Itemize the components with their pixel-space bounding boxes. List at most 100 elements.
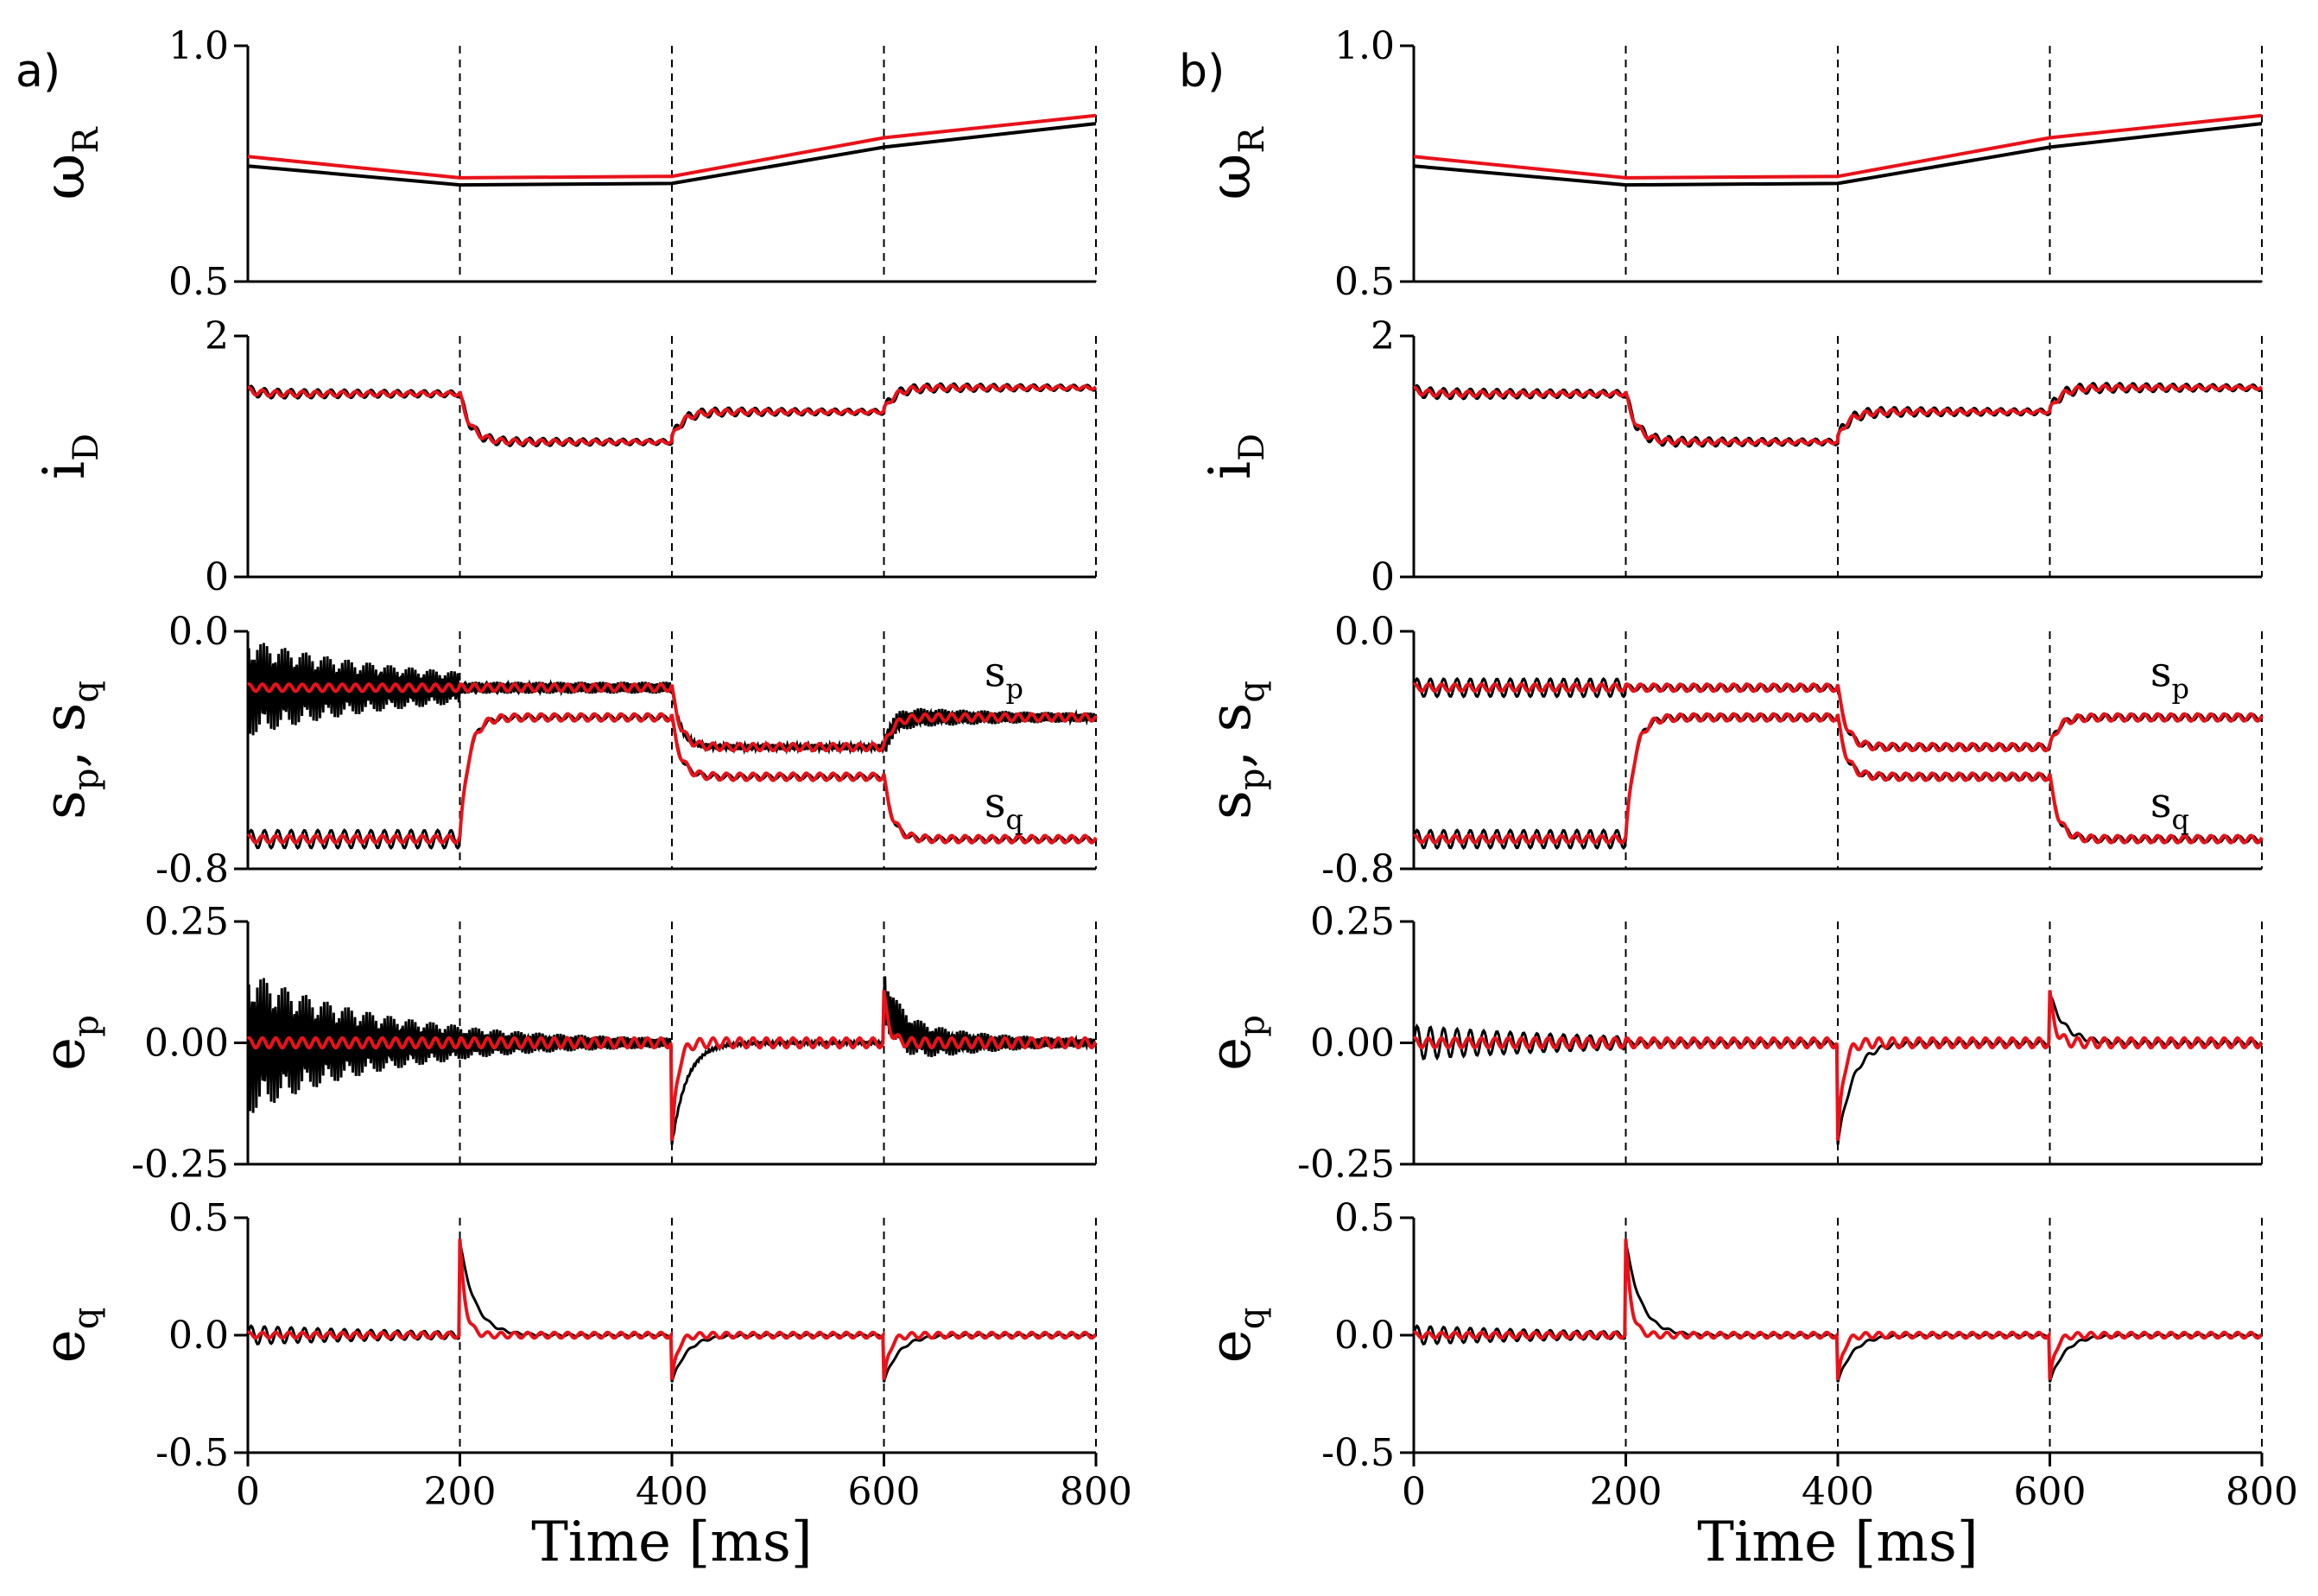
y-tick-label: 0.0: [168, 1314, 229, 1358]
annotation-q: sq: [985, 779, 1023, 836]
y-axis-label-sub: q: [66, 1308, 106, 1330]
y-axis-label: iD: [31, 434, 106, 479]
annotation-p: sp: [2150, 649, 2189, 706]
x-tick-label: 200: [424, 1470, 497, 1514]
y-axis-label-sub: D: [66, 434, 106, 461]
x-tick-label: 0: [1402, 1470, 1426, 1514]
y-axis-label-main: i: [1197, 461, 1264, 479]
y-axis-label-sub: p: [66, 1015, 106, 1037]
y-tick-label: 0.0: [168, 610, 229, 654]
y-axis-label-sub: R: [1232, 126, 1272, 154]
y-tick-label: 0.25: [1310, 900, 1395, 944]
series-line-black: [246, 976, 1098, 1145]
x-tick-label: 800: [1060, 1470, 1132, 1514]
subplot-1: 0.5 1.0 ωR: [1197, 24, 2263, 304]
y-tick-label: 0.0: [1334, 610, 1395, 654]
annotation-q-main: s: [985, 779, 1006, 827]
x-tick-label: 800: [2226, 1470, 2298, 1514]
y-tick-label: -0.5: [1321, 1431, 1395, 1475]
y-tick-label: -0.8: [1321, 847, 1395, 891]
y-axis-label-main: s: [31, 790, 98, 820]
subplot-4: -0.25 0.00 0.25 ep: [1197, 900, 2264, 1187]
series-line-black: [1413, 122, 2263, 187]
series-line-red: [247, 113, 1097, 180]
y-tick-label: 1.0: [168, 24, 229, 68]
annotation-q-sub: q: [1006, 803, 1023, 836]
annotation-p: sp: [985, 649, 1023, 706]
y-axis-label: ep: [31, 1015, 106, 1071]
y-tick-label: 0.25: [144, 900, 229, 944]
annotation-q: sq: [2150, 779, 2189, 836]
y-axis-label-main: i: [31, 461, 98, 479]
x-tick-label: 200: [1590, 1470, 1662, 1514]
y-tick-label: 0.00: [1310, 1022, 1395, 1066]
x-tick-label: 400: [1802, 1470, 1874, 1514]
series-line-red: [1413, 113, 2263, 180]
annotation-p-sub: p: [2172, 673, 2189, 706]
y-axis-label-sub: p: [66, 768, 106, 790]
subplot-1: 0.5 1.0 ωR: [31, 24, 1097, 304]
y-tick-label: 0.5: [168, 1196, 229, 1240]
y-tick-label: -0.8: [155, 847, 229, 891]
y-tick-label: 0.0: [1334, 1314, 1395, 1358]
series-line-black: [247, 122, 1097, 187]
y-axis-label-main: ω: [1197, 154, 1264, 200]
x-tick-label: 600: [848, 1470, 921, 1514]
series-line-s_p-red: [247, 682, 1098, 753]
annotation-p-main: s: [2150, 649, 2172, 697]
y-axis-label-main-2: , s: [1197, 703, 1264, 769]
subplot-2: 0 2 iD: [1197, 314, 2264, 599]
y-axis-label-sub: q: [1232, 1308, 1272, 1330]
subplot-5: -0.5 0.0 0.5 eq 0 200 400 600 800 Time [ms]: [31, 1196, 1132, 1574]
y-axis-label-main: s: [1197, 790, 1264, 820]
subplot-4: -0.25 0.00 0.25 ep: [31, 900, 1098, 1187]
x-axis-label: Time [ms]: [531, 1510, 813, 1574]
y-axis-label-main: ω: [31, 154, 98, 200]
subplot-5: -0.5 0.0 0.5 eq 0 200 400 600 800 Time [ms]: [1197, 1196, 2298, 1574]
y-axis-label: eq: [31, 1308, 106, 1364]
y-axis-label-sub: R: [66, 126, 106, 154]
y-tick-label: -0.25: [1297, 1143, 1395, 1187]
y-tick-label: 0: [1371, 555, 1395, 599]
y-tick-label: 1.0: [1334, 24, 1395, 68]
series-line-red: [247, 1238, 1097, 1380]
series-line-s_q-red: [246, 712, 1098, 845]
y-axis-label: iD: [1197, 434, 1272, 479]
y-axis-label-sub: p: [1232, 768, 1272, 790]
y-axis-label: ωR: [1197, 126, 1272, 200]
annotation-q-main: s: [2150, 779, 2172, 827]
series-line-s_p-red: [1413, 682, 2264, 753]
y-tick-label: 2: [1371, 314, 1395, 358]
y-tick-label: 0.5: [1334, 1196, 1395, 1240]
y-axis-label-sub: p: [1232, 1015, 1272, 1037]
y-tick-label: 0.00: [144, 1022, 229, 1066]
panel-label: a): [16, 46, 60, 98]
annotation-q-sub: q: [2172, 803, 2189, 836]
y-axis-label-sub-2: q: [66, 681, 106, 703]
y-axis-label: sp, sq: [1197, 681, 1272, 820]
y-axis-label: sp, sq: [31, 681, 106, 820]
series-line-red: [1413, 1238, 2263, 1380]
subplot-2: 0 2 iD: [31, 314, 1098, 599]
y-tick-label: -0.5: [155, 1431, 229, 1475]
y-axis-label-main-2: , s: [31, 703, 98, 769]
series-line-red: [246, 990, 1097, 1141]
y-axis-label-main: e: [31, 1037, 98, 1071]
annotation-p-sub: p: [1006, 673, 1023, 706]
y-tick-label: 0: [205, 555, 229, 599]
y-tick-label: -0.25: [131, 1143, 229, 1187]
y-tick-label: 0.5: [1334, 260, 1395, 304]
series-line-red: [1413, 383, 2264, 446]
series-line-red: [1412, 990, 2263, 1141]
panel-label: b): [1179, 46, 1225, 98]
annotation-p-main: s: [985, 649, 1006, 697]
y-axis-label: eq: [1197, 1308, 1272, 1364]
y-axis-label-main: e: [1197, 1037, 1264, 1071]
y-axis-label-main: e: [31, 1329, 98, 1363]
series-line-red: [247, 383, 1098, 446]
x-axis-label: Time [ms]: [1697, 1510, 1979, 1574]
